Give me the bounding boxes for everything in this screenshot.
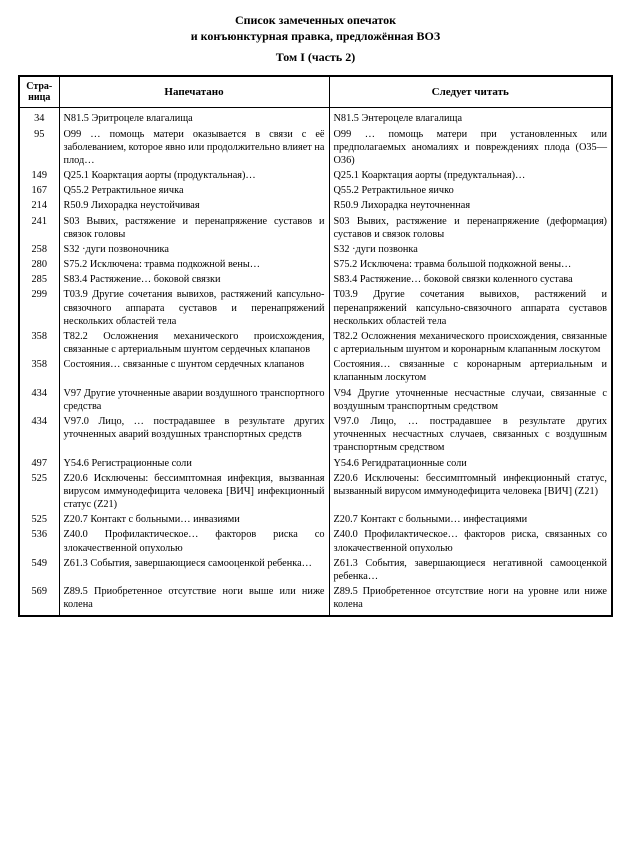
cell-page: 167 (19, 183, 59, 198)
table-row: 525Z20.7 Контакт с больными… инвазиямиZ2… (19, 512, 612, 527)
table-row: 358Состояния… связанные с шунтом сердечн… (19, 357, 612, 385)
col-should-read: Следует читать (329, 76, 612, 108)
volume-subtitle: Том I (часть 2) (18, 50, 613, 65)
cell-page: 34 (19, 108, 59, 127)
title-line-1: Список замеченных опечаток (18, 12, 613, 28)
cell-printed: Z61.3 События, завершающиеся самооценкой… (59, 556, 329, 584)
cell-page: 358 (19, 329, 59, 357)
cell-printed: Q25.1 Коарктация аорты (продуктальная)… (59, 168, 329, 183)
table-row: 258S32 ·дуги позвоночникаS32 ·дуги позво… (19, 242, 612, 257)
cell-printed: T03.9 Другие сочетания вывихов, растяжен… (59, 287, 329, 329)
cell-correction: Состояния… связанные с коронарным артери… (329, 357, 612, 385)
cell-correction: Y54.6 Регидратационные соли (329, 456, 612, 471)
cell-printed: Z20.6 Исключены: бессимптомная инфекция,… (59, 471, 329, 513)
cell-correction: S75.2 Исключена: травма большой подкожно… (329, 257, 612, 272)
cell-page: 280 (19, 257, 59, 272)
cell-printed: V97 Другие уточненные аварии воздушного … (59, 386, 329, 414)
cell-correction: V94 Другие уточненные несчастные случаи,… (329, 386, 612, 414)
cell-correction: Z20.6 Исключены: бессимптомный инфекцион… (329, 471, 612, 513)
table-row: 214R50.9 Лихорадка неустойчиваяR50.9 Лих… (19, 198, 612, 213)
cell-printed: Z89.5 Приобретенное отсутствие ноги выше… (59, 584, 329, 616)
cell-page: 299 (19, 287, 59, 329)
cell-page: 536 (19, 527, 59, 555)
cell-printed: Состояния… связанные с шунтом сердечных … (59, 357, 329, 385)
cell-printed: R50.9 Лихорадка неустойчивая (59, 198, 329, 213)
cell-printed: S83.4 Растяжение… боковой связки (59, 272, 329, 287)
table-row: 358T82.2 Осложнения механического происх… (19, 329, 612, 357)
cell-printed: S32 ·дуги позвоночника (59, 242, 329, 257)
col-printed: Напечатано (59, 76, 329, 108)
cell-correction: Z61.3 События, завершающиеся негативной … (329, 556, 612, 584)
cell-printed: T82.2 Осложнения механического происхожд… (59, 329, 329, 357)
table-row: 536Z40.0 Профилактическое… факторов риск… (19, 527, 612, 555)
cell-correction: R50.9 Лихорадка неуточненная (329, 198, 612, 213)
cell-page: 525 (19, 512, 59, 527)
cell-printed: S75.2 Исключена: травма подкожной вены… (59, 257, 329, 272)
table-row: 525Z20.6 Исключены: бессимптомная инфекц… (19, 471, 612, 513)
cell-correction: V97.0 Лицо, … пострадавшее в результате … (329, 414, 612, 456)
cell-page: 149 (19, 168, 59, 183)
cell-correction: Q25.1 Коарктация аорты (предуктальная)… (329, 168, 612, 183)
cell-printed: Z20.7 Контакт с больными… инвазиями (59, 512, 329, 527)
cell-correction: S32 ·дуги позвонка (329, 242, 612, 257)
errata-header: Список замеченных опечаток и конъюнктурн… (18, 12, 613, 65)
cell-correction: Z89.5 Приобретенное отсутствие ноги на у… (329, 584, 612, 616)
cell-page: 525 (19, 471, 59, 513)
cell-page: 285 (19, 272, 59, 287)
cell-page: 497 (19, 456, 59, 471)
col-page: Стра-ница (19, 76, 59, 108)
cell-correction: N81.5 Энтероцеле влагалища (329, 108, 612, 127)
cell-printed: N81.5 Эритроцеле влагалища (59, 108, 329, 127)
cell-correction: S03 Вывих, растяжение и перенапряжение (… (329, 214, 612, 242)
cell-printed: Q55.2 Ретрактильное яичка (59, 183, 329, 198)
cell-correction: T03.9 Другие сочетания вывихов, растяжен… (329, 287, 612, 329)
cell-page: 241 (19, 214, 59, 242)
cell-page: 549 (19, 556, 59, 584)
table-row: 299T03.9 Другие сочетания вывихов, растя… (19, 287, 612, 329)
table-row: 280S75.2 Исключена: травма подкожной вен… (19, 257, 612, 272)
table-row: 434V97 Другие уточненные аварии воздушно… (19, 386, 612, 414)
table-row: 149Q25.1 Коарктация аорты (продуктальная… (19, 168, 612, 183)
table-body: 34N81.5 Эритроцеле влагалищаN81.5 Энтеро… (19, 108, 612, 617)
table-row: 549Z61.3 События, завершающиеся самооцен… (19, 556, 612, 584)
cell-printed: Z40.0 Профилактическое… факторов риска с… (59, 527, 329, 555)
cell-page: 434 (19, 414, 59, 456)
table-row: 285S83.4 Растяжение… боковой связкиS83.4… (19, 272, 612, 287)
cell-printed: V97.0 Лицо, … пострадавшее в результате … (59, 414, 329, 456)
cell-page: 214 (19, 198, 59, 213)
table-row: 95O99 … помощь матери оказывается в связ… (19, 127, 612, 169)
cell-correction: Z40.0 Профилактическое… факторов риска, … (329, 527, 612, 555)
cell-printed: S03 Вывих, растяжение и перенапряжение с… (59, 214, 329, 242)
cell-page: 434 (19, 386, 59, 414)
table-row: 434V97.0 Лицо, … пострадавшее в результа… (19, 414, 612, 456)
title-line-2: и конъюнктурная правка, предложённая ВОЗ (18, 28, 613, 44)
table-row: 241S03 Вывих, растяжение и перенапряжени… (19, 214, 612, 242)
table-row: 167Q55.2 Ретрактильное яичкаQ55.2 Ретрак… (19, 183, 612, 198)
cell-page: 258 (19, 242, 59, 257)
cell-correction: O99 … помощь матери при установленных ил… (329, 127, 612, 169)
errata-table: Стра-ница Напечатано Следует читать 34N8… (18, 75, 613, 617)
table-row: 34N81.5 Эритроцеле влагалищаN81.5 Энтеро… (19, 108, 612, 127)
cell-page: 358 (19, 357, 59, 385)
cell-correction: Z20.7 Контакт с больными… инфестациями (329, 512, 612, 527)
cell-page: 569 (19, 584, 59, 616)
cell-correction: S83.4 Растяжение… боковой связки коленно… (329, 272, 612, 287)
cell-printed: Y54.6 Регистрационные соли (59, 456, 329, 471)
table-row: 569Z89.5 Приобретенное отсутствие ноги в… (19, 584, 612, 616)
cell-correction: T82.2 Осложнения механического происхожд… (329, 329, 612, 357)
table-row: 497Y54.6 Регистрационные солиY54.6 Регид… (19, 456, 612, 471)
cell-correction: Q55.2 Ретрактильное яичко (329, 183, 612, 198)
cell-page: 95 (19, 127, 59, 169)
cell-printed: O99 … помощь матери оказывается в связи … (59, 127, 329, 169)
